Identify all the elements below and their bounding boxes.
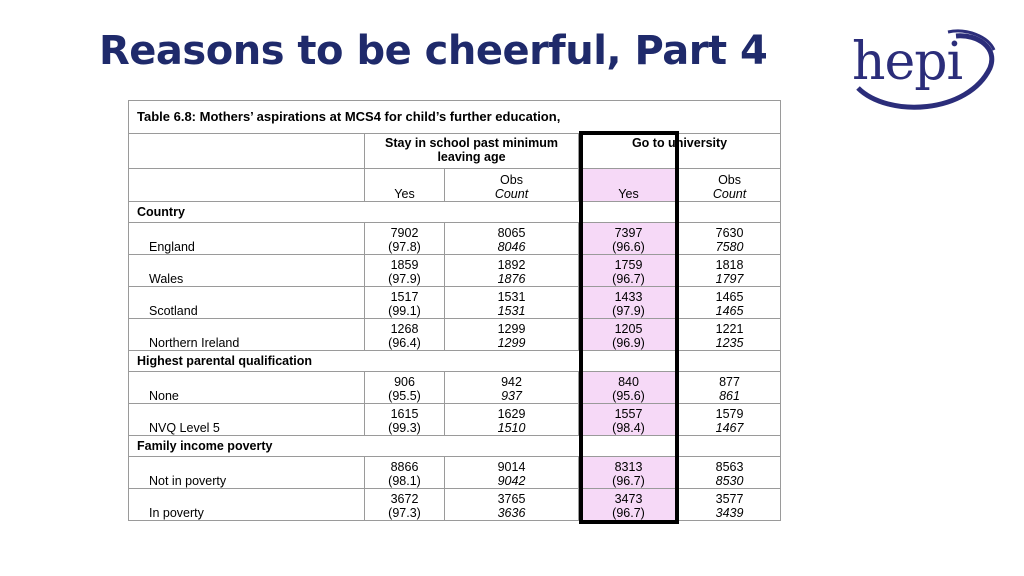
logo-text: hepi [852,32,963,92]
group-header-university: Go to university [577,133,782,169]
row-label: None [128,371,365,404]
table-row: In poverty 3672 (97.3) 3765 3636 3473 (96.7) 35… [128,488,782,521]
uni-obs-cell: 3577 3439 [677,488,782,521]
uni-obs-cell: 1818 1797 [677,254,782,287]
col-header-uni-yes: Yes [578,168,679,202]
uni-yes-cell: 1433 (97.9) [578,286,679,319]
uni-yes-cell: 1759 (96.7) [578,254,679,287]
stay-obs-cell: 3765 3636 [444,488,579,521]
stay-obs-cell: 1629 1510 [444,403,579,436]
table-row: Wales 1859 (97.9) 1892 1876 1759 (96.7) 1818 179… [128,254,782,287]
section-row: Highest parental qualification [127,350,782,372]
stay-obs-cell: 942 937 [444,371,579,404]
row-label: In poverty [128,488,365,521]
uni-obs-cell: 877 861 [677,371,782,404]
table-row: Northern Ireland 1268 (96.4) 1299 1299 1205 (9… [128,318,782,351]
stay-yes-cell: 1615 (99.3) [364,403,445,436]
uni-obs-cell: 1579 1467 [677,403,782,436]
row-label: Wales [128,254,365,287]
row-label: England [128,222,365,255]
stay-yes-cell: 7902 (97.8) [364,222,445,255]
section-row: Family income poverty [127,435,782,457]
uni-yes-cell: 1557 (98.4) [578,403,679,436]
stay-yes-cell: 3672 (97.3) [364,488,445,521]
table-caption: Table 6.8: Mothers’ aspirations at MCS4 … [127,100,782,134]
uni-obs-cell: 1465 1465 [677,286,782,319]
uni-yes-cell: 840 (95.6) [578,371,679,404]
col-header-stay-obs: Obs Count [444,168,579,202]
table-row: England 7902 (97.8) 8065 8046 7397 (96.6) 7630 7… [128,222,782,255]
stay-obs-cell: 9014 9042 [444,456,579,489]
uni-yes-cell: 7397 (96.6) [578,222,679,255]
section-title: Highest parental qualification [127,350,782,372]
slide-title: Reasons to be cheerful, Part 4 [99,28,768,74]
stay-obs-cell: 1299 1299 [444,318,579,351]
header-blank [128,133,365,169]
stay-yes-cell: 1268 (96.4) [364,318,445,351]
uni-obs-cell: 7630 7580 [677,222,782,255]
logo-swoosh-icon [856,29,996,110]
stay-yes-cell: 1517 (99.1) [364,286,445,319]
uni-yes-cell: 3473 (96.7) [578,488,679,521]
table-row: None 906 (95.5) 942 937 840 (95.6) 877 861 [128,371,782,404]
uni-obs-cell: 8563 8530 [677,456,782,489]
section-row: Country [127,201,782,223]
col-header-stay-yes: Yes [364,168,445,202]
table-row: Scotland 1517 (99.1) 1531 1531 1433 (97.9) 1465… [128,286,782,319]
group-header-stay: Stay in school past minimum leaving age [364,133,579,169]
table-row: NVQ Level 5 1615 (99.3) 1629 1510 1557 (98.4) 1… [128,403,782,436]
table-row: Not in poverty 8866 (98.1) 9014 9042 8313 (96.… [128,456,782,489]
aspirations-table: Table 6.8: Mothers’ aspirations at MCS4 … [127,100,782,521]
stay-yes-cell: 8866 (98.1) [364,456,445,489]
row-label: Scotland [128,286,365,319]
hepi-logo: hepi [848,26,998,110]
col-header-uni-obs: Obs Count [677,168,782,202]
stay-obs-cell: 1892 1876 [444,254,579,287]
stay-yes-cell: 1859 (97.9) [364,254,445,287]
row-label: Not in poverty [128,456,365,489]
row-label: Northern Ireland [128,318,365,351]
uni-obs-cell: 1221 1235 [677,318,782,351]
row-label: NVQ Level 5 [128,403,365,436]
section-title: Family income poverty [127,435,782,457]
uni-yes-cell: 1205 (96.9) [578,318,679,351]
stay-obs-cell: 8065 8046 [444,222,579,255]
stay-obs-cell: 1531 1531 [444,286,579,319]
stay-yes-cell: 906 (95.5) [364,371,445,404]
section-title: Country [127,201,782,223]
uni-yes-cell: 8313 (96.7) [578,456,679,489]
header-blank [128,168,365,202]
